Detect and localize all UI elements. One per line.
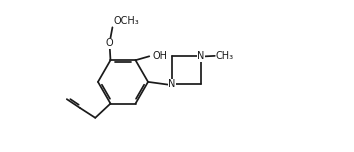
Text: N: N: [169, 79, 176, 89]
Text: OCH₃: OCH₃: [113, 16, 139, 26]
Text: N: N: [198, 51, 205, 61]
Text: OH: OH: [152, 51, 167, 61]
Text: O: O: [106, 38, 113, 48]
Text: CH₃: CH₃: [216, 51, 234, 61]
